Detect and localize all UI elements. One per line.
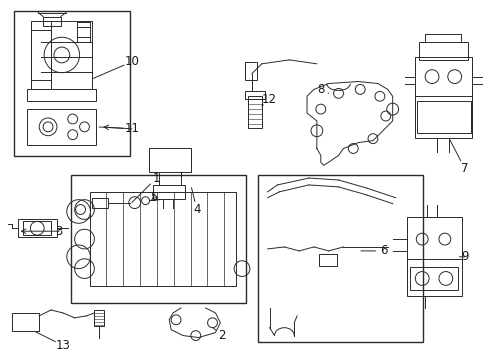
Text: 12: 12 [262, 93, 277, 106]
Text: 13: 13 [55, 339, 70, 352]
Bar [416, 101, 470, 133]
Bar [244, 91, 264, 99]
Bar [244, 62, 256, 80]
Text: 4: 4 [193, 203, 200, 216]
Bar [27, 89, 96, 101]
Bar [18, 219, 57, 237]
Bar [247, 96, 261, 128]
Text: 10: 10 [124, 55, 139, 68]
Bar [409, 267, 457, 290]
Text: 8: 8 [317, 83, 324, 96]
Bar [77, 22, 90, 42]
Bar [31, 21, 92, 89]
Text: 5: 5 [149, 191, 157, 204]
Bar [27, 109, 96, 145]
Bar [149, 148, 190, 172]
Text: 7: 7 [460, 162, 468, 175]
Bar [94, 310, 104, 326]
Bar [318, 254, 336, 266]
Bar [92, 198, 108, 208]
Bar [418, 42, 468, 60]
Text: 2: 2 [218, 329, 225, 342]
Text: 3: 3 [55, 225, 62, 238]
Bar [43, 17, 61, 26]
Bar [153, 185, 184, 199]
Text: 11: 11 [124, 122, 139, 135]
Bar [407, 217, 461, 296]
Bar [257, 175, 422, 342]
Bar [12, 313, 39, 330]
Text: 1: 1 [152, 171, 160, 185]
Bar [71, 175, 245, 303]
Bar [90, 192, 236, 286]
Bar [14, 11, 129, 156]
Bar [414, 57, 471, 138]
Bar [31, 30, 51, 80]
Text: 9: 9 [460, 250, 468, 263]
Text: 6: 6 [379, 244, 387, 257]
Bar [23, 221, 51, 235]
